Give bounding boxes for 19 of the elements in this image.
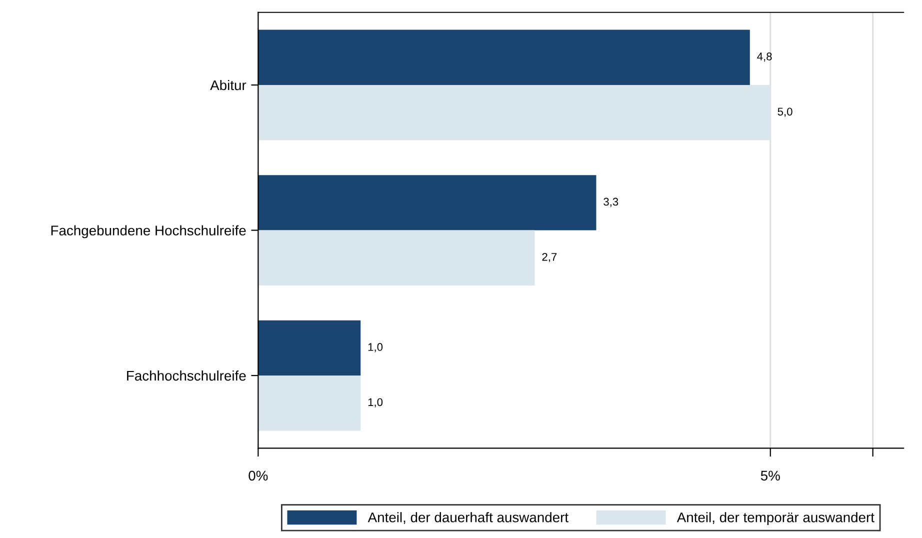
legend-label: Anteil, der temporär auswandert xyxy=(676,512,874,526)
bar xyxy=(258,175,596,230)
data-label: 5,0 xyxy=(778,108,792,117)
legend-label: Anteil, der dauerhaft auswandert xyxy=(368,512,568,524)
bar xyxy=(258,85,770,140)
data-label: 3,3 xyxy=(604,198,618,207)
bar xyxy=(258,30,750,86)
y-tick-label: Fachhochschulreife xyxy=(127,370,246,381)
y-tick-label: Fachgebundene Hochschulreife xyxy=(51,225,246,238)
x-tick-label: 5% xyxy=(760,470,780,481)
x-tick-label: 0% xyxy=(248,470,268,481)
data-label: 1,0 xyxy=(368,398,383,408)
bar xyxy=(258,230,535,286)
bar xyxy=(258,320,361,376)
bar xyxy=(258,376,361,431)
data-label: 1,0 xyxy=(368,343,383,352)
y-tick-label: Abitur xyxy=(210,80,246,90)
data-label: 2,7 xyxy=(542,252,557,262)
data-label: 4,8 xyxy=(757,52,772,62)
